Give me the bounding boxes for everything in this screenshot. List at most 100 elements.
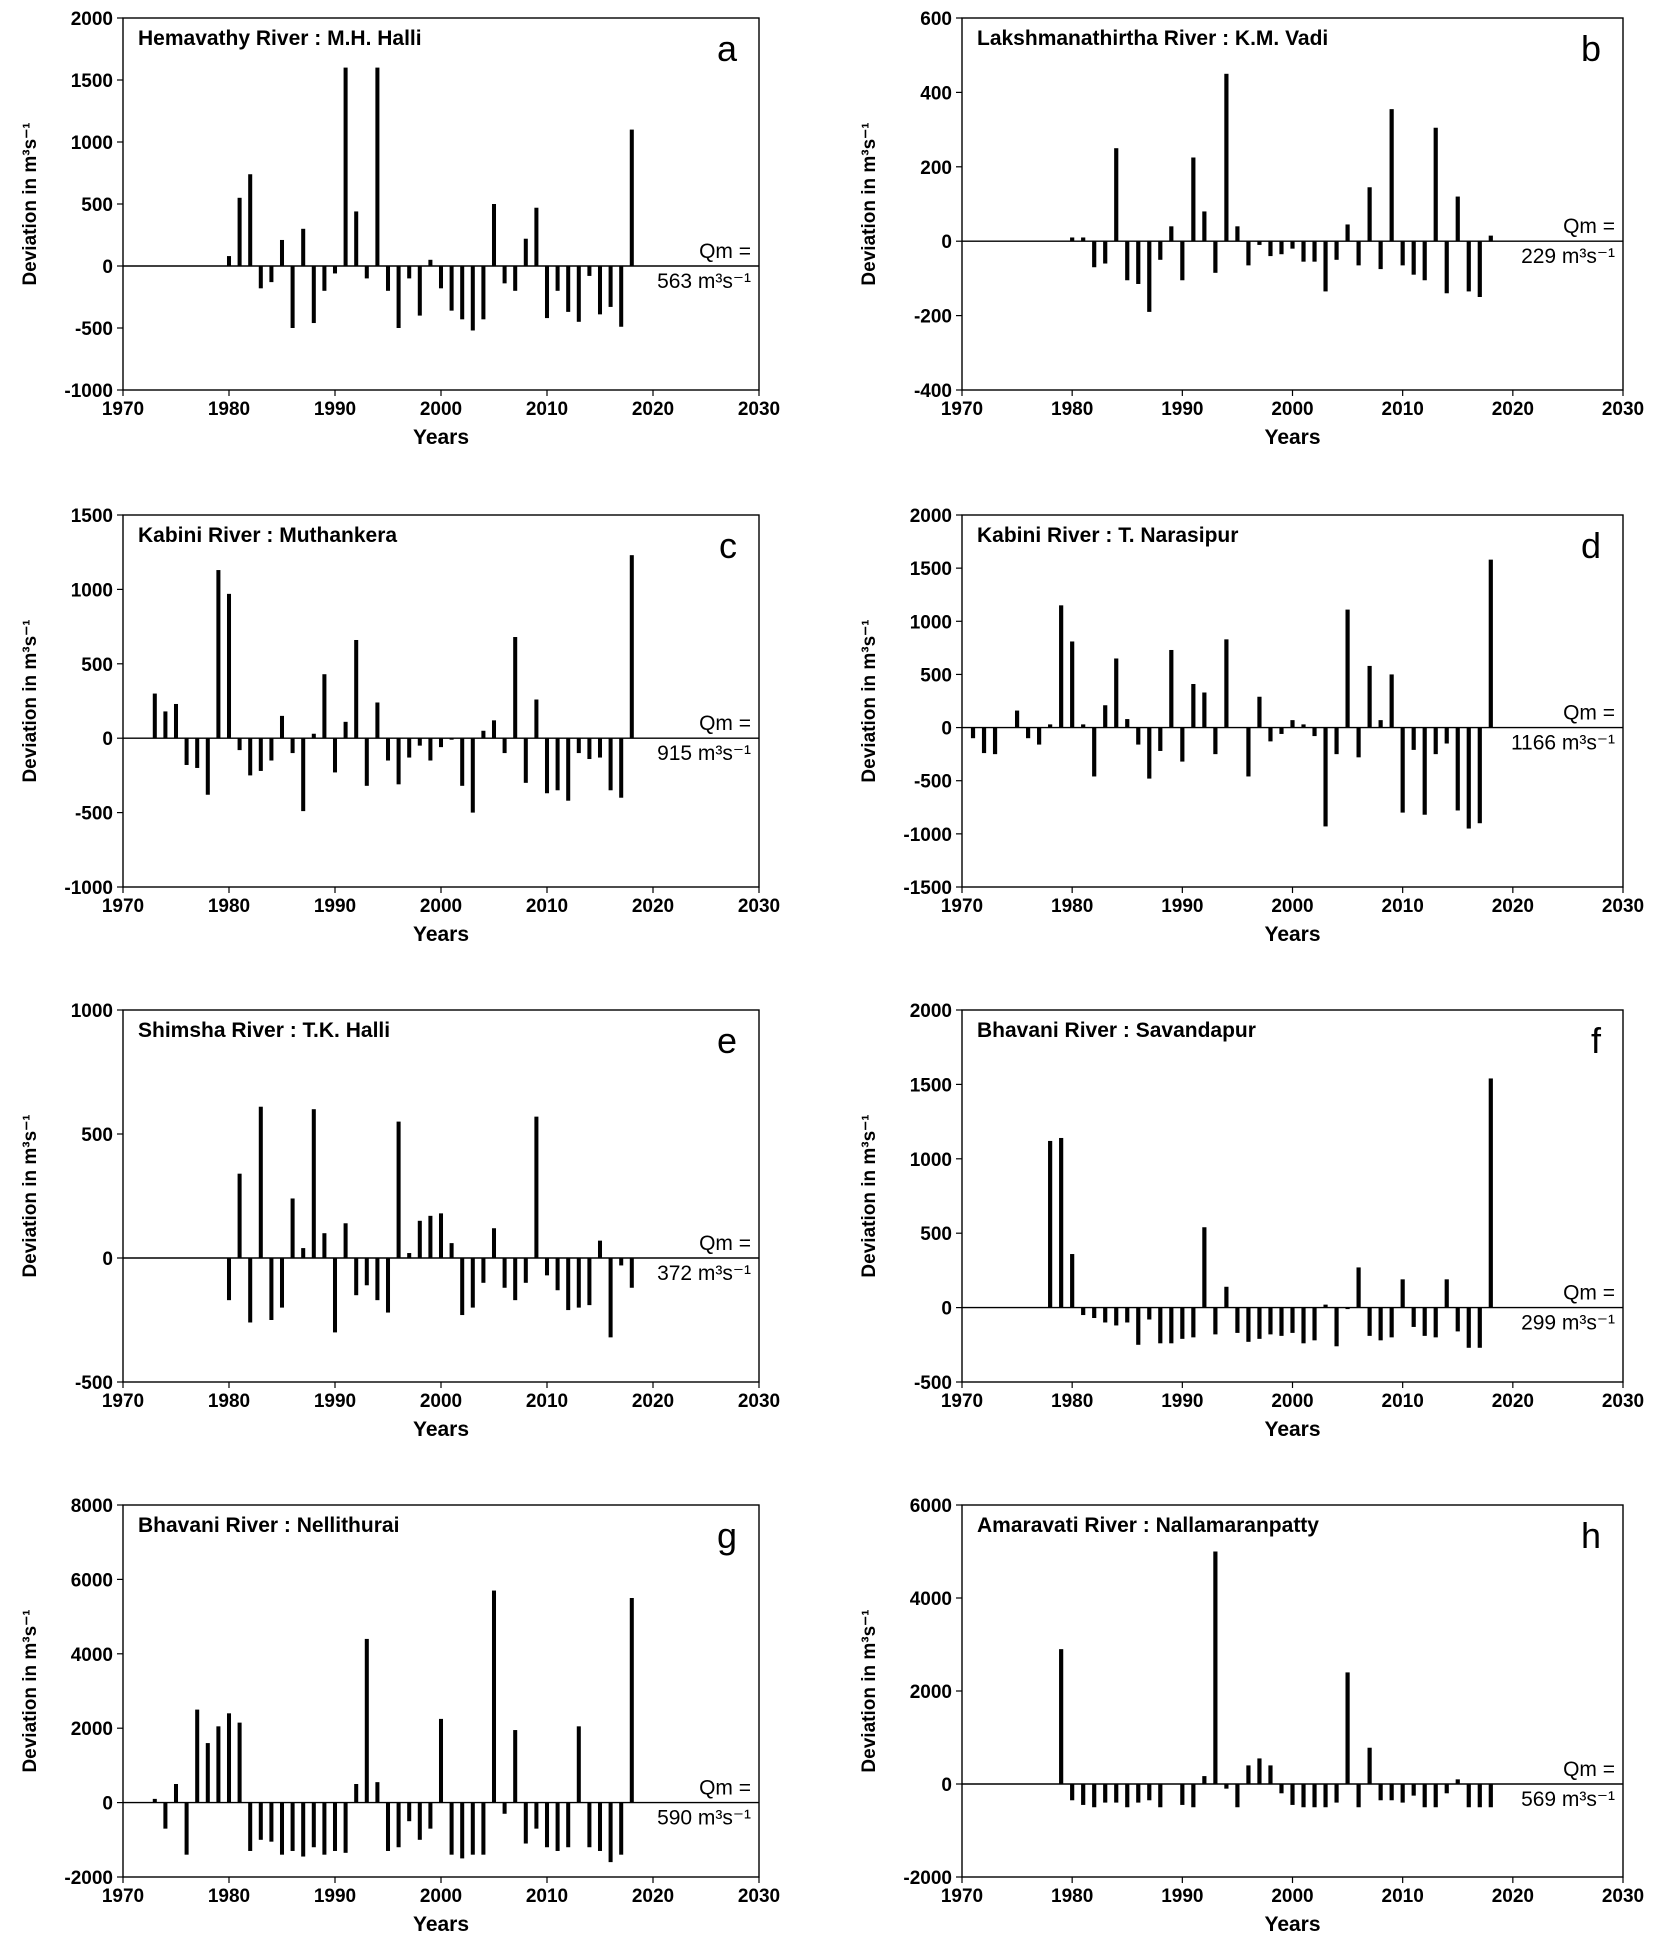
bar [269,1258,274,1320]
y-tick-label: 1500 [910,559,952,580]
bar [332,1258,338,1333]
bar [544,1258,550,1276]
y-axis-label: Deviation in m³s⁻¹ [20,619,41,782]
y-tick-label: -500 [914,772,952,793]
bar [1455,196,1460,242]
x-tick-label: 1970 [941,1391,983,1412]
bar [279,1802,285,1855]
bar [173,1784,179,1803]
x-axis-label: Years [1264,426,1320,449]
bar [597,266,603,315]
bar [1444,727,1449,744]
bar [619,738,624,798]
bar [237,1173,242,1258]
bar [301,738,306,812]
bar [523,1802,528,1844]
bar [258,738,263,771]
chart-title: Hemavathy River : M.H. Halli [138,27,422,50]
bar [152,1798,157,1803]
bar [555,738,560,791]
bar [1400,727,1405,813]
chart-panel-g: -2000 0 2000 4000 6000 8000 1970 1980 1990 2000 20… [20,1496,780,1936]
x-tick-label: 1990 [314,399,356,420]
x-tick-label: 2020 [632,399,674,420]
x-tick-label: 2000 [1271,1391,1313,1412]
x-tick-label: 2020 [632,896,674,917]
bar [248,1802,253,1851]
y-tick-label: -500 [75,1373,113,1394]
chart-panel-h: -2000 0 2000 4000 6000 1970 1980 1990 2000 2010 20… [859,1496,1644,1936]
bar [1334,1784,1339,1803]
qm-value: 372 m³s⁻¹ [657,1262,751,1285]
bar [608,1258,613,1338]
bar [1114,148,1119,242]
bar [1257,1307,1262,1339]
bar [1290,1307,1295,1333]
bar [343,721,348,739]
x-tick-label: 2000 [1271,399,1313,420]
x-tick-label: 1970 [941,896,983,917]
bar [1092,1307,1097,1319]
y-tick-label: 1000 [71,1001,113,1022]
bar [1191,683,1196,728]
bar [173,703,179,739]
bar [1103,241,1108,264]
chart-panel-a: -1000 -500 0 500 1000 1500 2000 1970 1980 1990 200… [20,9,780,449]
x-tick-label: 1970 [941,399,983,420]
y-tick-label: 500 [920,1224,952,1245]
bar [629,129,634,266]
chart-panel-d: -1500 -1000 -500 0 500 1000 1500 2000 1970 1980 19… [859,506,1644,946]
bar [513,637,518,739]
plot-frame [961,17,1624,391]
x-tick-label: 2020 [632,1391,674,1412]
panel-letter: b [1581,28,1601,69]
bar [1092,241,1097,268]
bar [1477,727,1482,824]
bar [1400,1279,1405,1308]
qm-label: Qm = [1563,1758,1615,1781]
plot-frame [122,1009,760,1383]
y-tick-label: 1500 [71,71,113,92]
y-tick-label: -1000 [903,825,952,846]
x-tick-label: 2010 [526,1391,568,1412]
bar [1466,727,1471,829]
bar [1257,696,1262,728]
bar [481,266,486,320]
bar [1433,1307,1438,1338]
bar [1114,1784,1119,1803]
bar [1455,1779,1460,1784]
x-tick-label: 2010 [526,1886,568,1907]
x-tick-label: 2000 [420,896,462,917]
x-axis-label: Years [413,426,469,449]
bar [1158,727,1163,751]
bar [481,1802,486,1855]
bar [1444,1784,1449,1794]
bar [269,266,274,283]
bar [163,711,168,739]
bar [343,67,348,266]
bar [1059,605,1064,728]
bar [1268,1307,1273,1335]
x-tick-label: 2000 [420,399,462,420]
bar [608,738,613,791]
bar [629,1258,634,1288]
bar [205,738,210,795]
bar [354,211,359,266]
bar [417,738,422,746]
y-tick-label: 6000 [910,1496,952,1517]
bar [513,266,518,291]
bar [385,738,391,761]
bar [1411,241,1416,275]
bar [332,266,338,274]
chart-panel-c: -1000 -500 0 500 1000 1500 1970 1980 1990 2000 201… [20,506,780,946]
y-axis-label: Deviation in m³s⁻¹ [859,122,880,285]
bar [1136,1784,1141,1803]
bar [1367,187,1372,242]
x-tick-label: 1980 [1051,1391,1093,1412]
bar [449,1802,454,1855]
x-tick-label: 2000 [420,1886,462,1907]
bar [555,1802,560,1851]
bar [322,266,327,291]
bar [1103,705,1108,728]
bar [1345,609,1350,728]
